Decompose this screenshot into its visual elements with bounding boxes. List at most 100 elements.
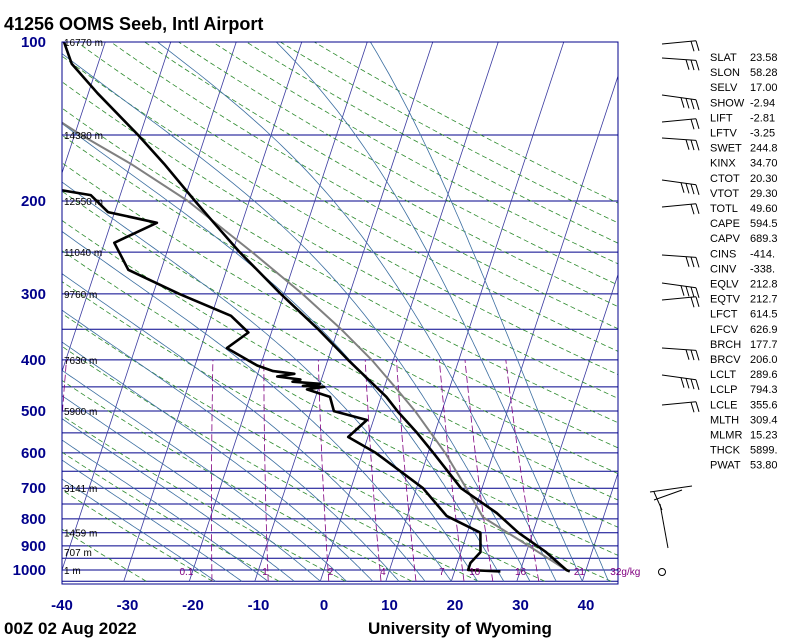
- wind-barb-feather: [690, 378, 695, 390]
- dry-adiabat-line: [62, 134, 618, 449]
- wind-barb: [661, 296, 700, 308]
- index-value: 244.8: [750, 143, 778, 155]
- temperature-tick-label: 20: [447, 597, 464, 614]
- index-value: 29.30: [750, 188, 778, 200]
- index-name: LCLE: [710, 399, 738, 411]
- index-name: EQTV: [710, 294, 741, 306]
- mixing-ratio-label: 16: [515, 567, 527, 578]
- height-label: 5900 m: [64, 407, 97, 418]
- index-value: -414.: [750, 248, 775, 260]
- isotherm-line: [254, 42, 434, 582]
- index-value: 206.0: [750, 354, 778, 366]
- index-value: 5899.: [750, 445, 778, 457]
- index-name: PWAT: [710, 460, 741, 472]
- wind-barb-feather: [685, 349, 690, 360]
- wind-barb: [661, 347, 700, 361]
- moist-adiabat-line: [62, 395, 321, 582]
- index-value: 15.23: [750, 430, 778, 442]
- wind-barb-shaft: [649, 485, 693, 493]
- height-label: 1 m: [64, 566, 81, 577]
- pressure-tick-label: 300: [21, 286, 46, 303]
- index-value: -3.25: [750, 128, 775, 140]
- mixing-ratio-line: [317, 359, 330, 582]
- index-value: 49.60: [750, 203, 778, 215]
- index-value: 626.9: [750, 324, 778, 336]
- index-name: LIFT: [710, 112, 733, 124]
- height-label: 7630 m: [64, 356, 97, 367]
- height-label: 1459 m: [64, 529, 97, 540]
- index-value: 177.7: [750, 339, 778, 351]
- wind-barb: [661, 282, 700, 298]
- temperature-line: [62, 42, 571, 573]
- isotherm-line: [62, 42, 237, 572]
- wind-barb-feather: [690, 41, 695, 52]
- index-value: 212.8: [750, 279, 778, 291]
- wind-barb-feather: [690, 119, 695, 130]
- moist-adiabat-line: [62, 273, 426, 582]
- wind-barb-feather: [695, 350, 700, 361]
- temperature-tick-label: 30: [512, 597, 529, 614]
- wind-barb-feather: [695, 140, 700, 151]
- index-name: MLTH: [710, 414, 739, 426]
- wind-barb-feather: [695, 401, 700, 412]
- index-value: -2.94: [750, 97, 775, 109]
- wind-barb-feather: [685, 378, 690, 389]
- index-name: BRCV: [710, 354, 741, 366]
- index-name: CINV: [710, 263, 737, 275]
- wind-barb-shaft: [661, 203, 697, 208]
- index-value: -338.: [750, 263, 775, 275]
- moist-adiabat-line: [62, 53, 531, 582]
- wind-barb-feather: [695, 257, 700, 268]
- index-name: KINX: [710, 158, 736, 170]
- moist-adiabat-line: [62, 439, 269, 582]
- dry-adiabat-line: [62, 528, 147, 582]
- pressure-tick-label: 600: [21, 445, 46, 462]
- mixing-ratio-label: 1: [262, 567, 268, 578]
- wind-barb: [661, 374, 700, 390]
- wind-barb-feather: [690, 59, 695, 71]
- dry-adiabat-line: [62, 281, 612, 582]
- index-name: CTOT: [710, 173, 740, 185]
- dry-adiabat-line: [143, 42, 618, 308]
- isotherm-line: [450, 74, 618, 582]
- isotherm-line: [123, 42, 303, 582]
- wind-barb: [661, 203, 700, 215]
- wind-barb-shaft: [661, 282, 697, 289]
- wind-barb-feather: [685, 286, 690, 297]
- wind-barb-feather: [690, 183, 695, 195]
- dry-adiabat-line: [177, 42, 618, 286]
- index-name: MLMR: [710, 430, 742, 442]
- index-name: LFCV: [710, 324, 739, 336]
- wind-barb-feather: [690, 402, 695, 413]
- wind-barb-shaft: [661, 254, 697, 258]
- index-value: 34.70: [750, 158, 778, 170]
- index-value: 212.7: [750, 294, 778, 306]
- index-name: SELV: [710, 82, 738, 94]
- wind-barb-feather: [690, 256, 695, 268]
- wind-barb: [661, 137, 700, 151]
- isotherm-line: [62, 42, 106, 175]
- index-value: 289.6: [750, 369, 778, 381]
- dry-adiabat-line: [76, 42, 618, 352]
- mixing-ratio-line: [464, 359, 494, 582]
- wind-barb-feather: [695, 296, 700, 307]
- temperature-tick-label: -10: [248, 597, 270, 614]
- wind-barb-feather: [685, 183, 690, 194]
- wind-barb-feather: [695, 118, 700, 129]
- index-value: 794.3: [750, 384, 778, 396]
- pressure-tick-label: 900: [21, 538, 46, 555]
- mixing-ratio-label: 2: [328, 567, 334, 578]
- temperature-tick-label: -20: [182, 597, 204, 614]
- index-name: CAPV: [710, 233, 741, 245]
- dry-adiabat-line: [62, 489, 213, 582]
- index-value: 614.5: [750, 309, 778, 321]
- wind-barb-shaft: [661, 137, 697, 141]
- wind-barb-feather: [695, 287, 700, 298]
- pressure-tick-label: 400: [21, 352, 46, 369]
- wind-barb: [661, 179, 700, 195]
- index-name: SLAT: [710, 52, 737, 64]
- wind-barb-shaft: [661, 401, 697, 406]
- wind-barb-feather: [690, 349, 695, 361]
- wind-barb-feather: [685, 256, 690, 267]
- index-value: 689.3: [750, 233, 778, 245]
